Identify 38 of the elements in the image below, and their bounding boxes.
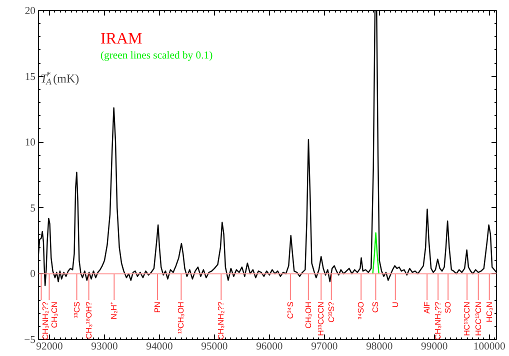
ref-line-label: CH₃CN [50, 301, 59, 328]
ref-line-label: H¹³CCCN [316, 301, 326, 336]
ref-line-label: C³³S? [326, 301, 336, 323]
ref-line-label: ¹³CH₃OH [176, 301, 186, 334]
ref-line-label: U [390, 301, 400, 308]
x-tick-label: 96000 [256, 342, 283, 352]
ref-line-label: HCC¹³CN [474, 301, 483, 336]
ref-line-label: PN [152, 301, 162, 313]
ref-line-label: HC₃N [484, 301, 494, 322]
ref-line-label: C³⁴S [286, 302, 295, 319]
annotation: (green lines scaled by 0.1) [100, 50, 214, 62]
x-tick-label: 100000 [473, 342, 506, 352]
ref-line-label: CH₃NH₂?? [41, 301, 50, 340]
ref-line-label: HC¹³CCN [462, 301, 472, 336]
x-tick-label: 98000 [366, 342, 393, 352]
ref-line-label: CH₃¹⁸OH? [84, 301, 94, 339]
ref-line-label: CH₃NH₂?? [434, 301, 443, 340]
x-tick-label: 92000 [36, 342, 63, 352]
ref-line-label: ¹³CS [72, 302, 82, 318]
x-tick-label: 93000 [91, 342, 118, 352]
y-tick-label: 20 [24, 6, 36, 17]
y-tick-label: 15 [24, 72, 36, 83]
x-tick-label: 99000 [421, 342, 448, 352]
ref-line-label: CS [371, 302, 380, 313]
annotation: IRAM [100, 30, 142, 48]
ref-line-label: CH₃NH₂?? [216, 301, 226, 340]
y-tick-label: 10 [24, 138, 36, 149]
y-tick-label: 0 [30, 269, 36, 280]
y-tick-label: −5 [24, 335, 36, 346]
ref-line-label: N₂H⁺ [110, 302, 119, 320]
x-tick-label: 95000 [201, 342, 228, 352]
ref-line-label: ³⁴SO [356, 302, 366, 320]
x-tick-label: 97000 [311, 342, 338, 352]
ref-line-label: CH₃OH [304, 301, 313, 328]
x-tick-label: 94000 [146, 342, 173, 352]
ref-line-label: AlF [422, 302, 432, 314]
ref-line-label: SO [444, 302, 453, 314]
y-tick-label: 5 [30, 203, 36, 214]
